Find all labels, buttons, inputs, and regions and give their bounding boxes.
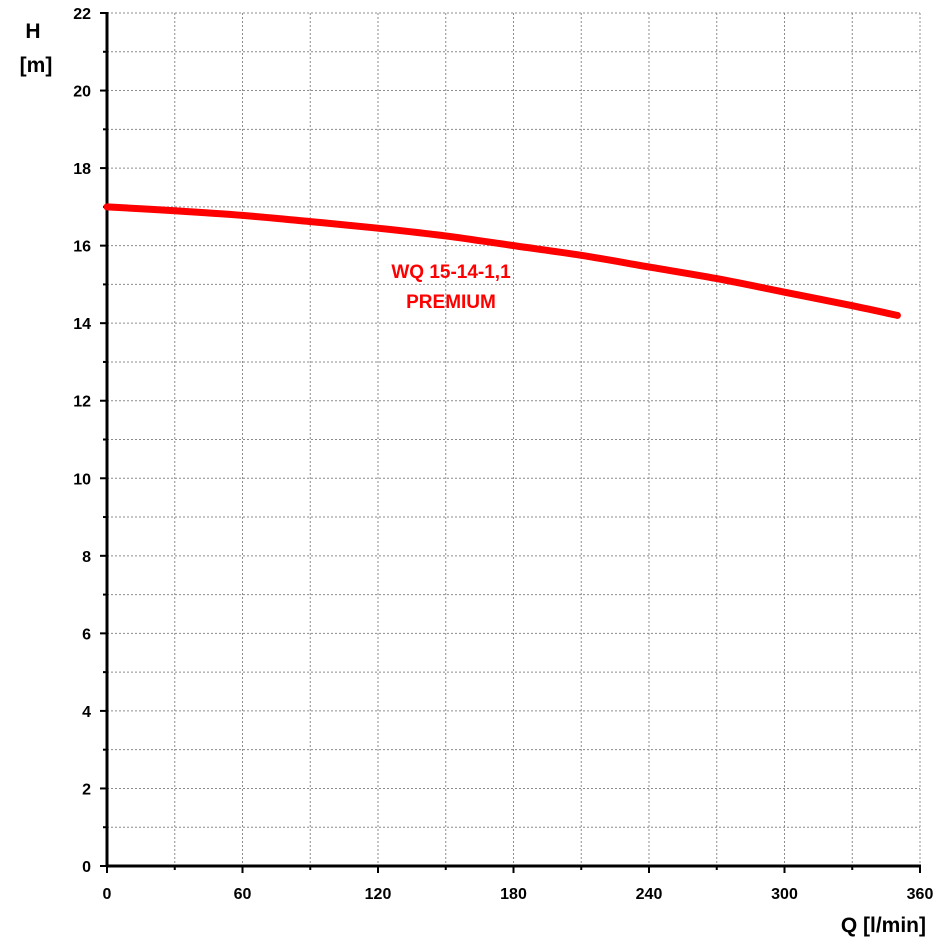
x-tick-label: 180 <box>500 886 527 903</box>
x-tick-label: 240 <box>636 886 663 903</box>
x-axis-title: Q [l/min] <box>841 914 926 937</box>
y-tick-label: 8 <box>82 549 91 566</box>
y-axis-title-line1: H <box>25 20 40 43</box>
y-axis-title-line2: [m] <box>20 54 53 77</box>
y-tick-label: 2 <box>82 781 91 798</box>
y-tick-label: 0 <box>82 859 91 876</box>
x-tick-label: 120 <box>365 886 392 903</box>
y-tick-label: 22 <box>73 6 91 23</box>
series-line <box>103 203 901 319</box>
x-tick-label: 300 <box>771 886 798 903</box>
grid <box>107 12 921 866</box>
y-tick-label: 6 <box>82 626 91 643</box>
y-tick-label: 14 <box>73 316 91 333</box>
series-annotation-line2: PREMIUM <box>406 292 496 313</box>
tick-labels: 0 2 4 6 8 10 12 14 16 18 20 22 0 60 120 180 240 300 360 <box>73 6 933 903</box>
series-annotation-line1: WQ 15-14-1,1 <box>391 262 511 283</box>
x-tick-label: 60 <box>234 886 252 903</box>
y-tick-label: 4 <box>82 704 91 721</box>
y-tick-label: 12 <box>73 394 91 411</box>
x-tick-label: 360 <box>907 886 934 903</box>
y-tick-label: 10 <box>73 471 91 488</box>
y-tick-label: 16 <box>73 239 91 256</box>
series-layer <box>103 203 901 319</box>
y-tick-label: 18 <box>73 161 91 178</box>
x-tick-label: 0 <box>103 886 112 903</box>
y-tick-label: 20 <box>73 84 91 101</box>
